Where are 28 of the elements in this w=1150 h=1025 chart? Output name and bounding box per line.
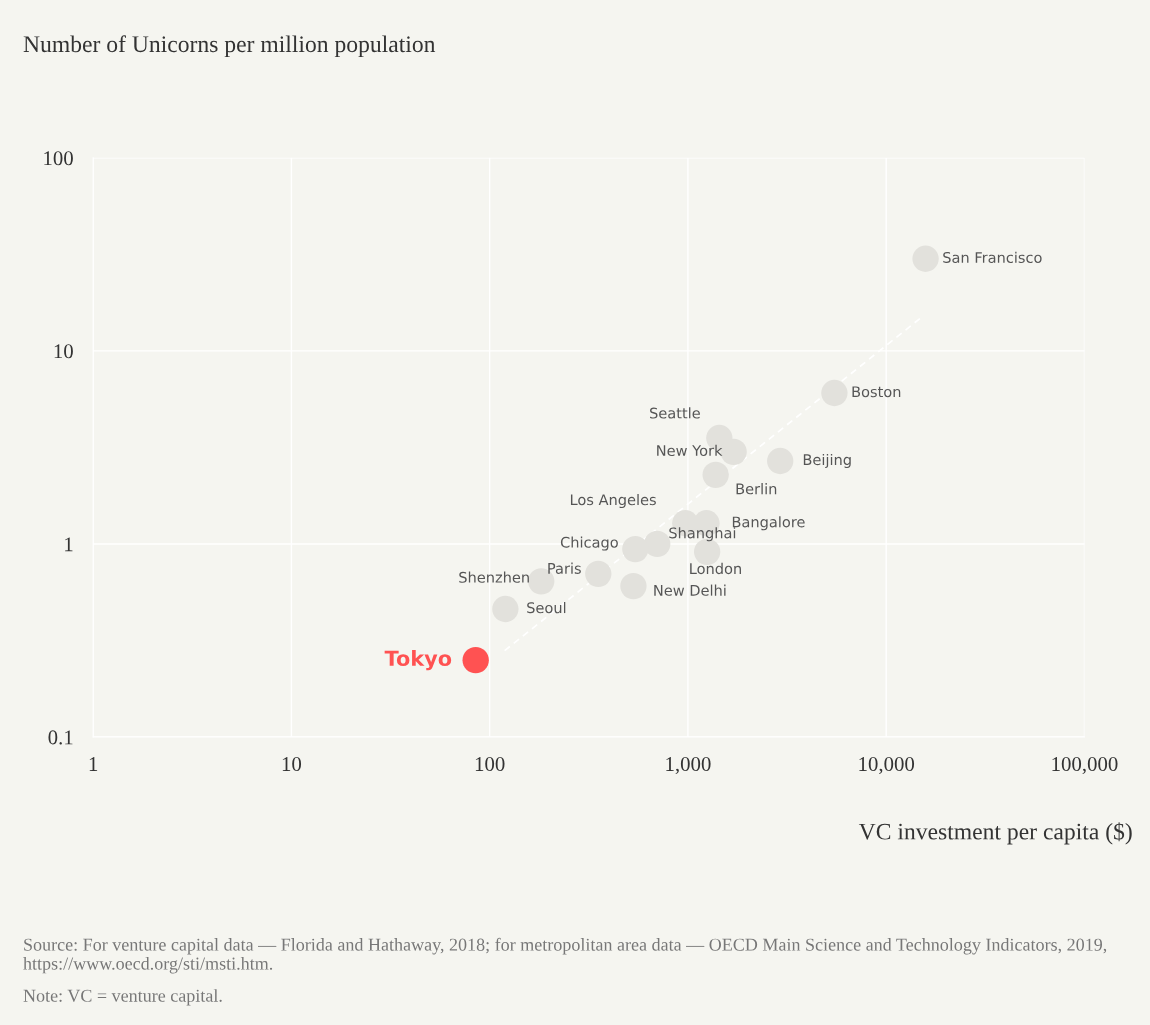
series-label: Los Angeles — [570, 493, 656, 509]
series-label: Chicago — [560, 536, 618, 551]
series-label: London — [690, 562, 741, 575]
x-tick-label: 10,000 — [859, 757, 915, 775]
y-axis-title: Number of Unicorns per million population — [23, 35, 436, 57]
x-tick-label: 1,000 — [666, 757, 711, 775]
series-label: Berlin — [736, 483, 777, 495]
series-label: Seattle — [650, 407, 700, 419]
series-label: New Delhi — [654, 584, 726, 596]
series-label: Tokyo — [384, 649, 452, 671]
x-tick-label: 100 — [475, 757, 505, 772]
series-label: New York — [657, 444, 723, 457]
y-tick-label: 100 — [44, 151, 73, 166]
y-tick-label: 0.1 — [48, 730, 73, 745]
series-label: Boston — [852, 386, 901, 398]
series-label: Seoul — [527, 601, 566, 614]
x-tick-label: 1 — [89, 757, 98, 771]
series-label: Beijing — [803, 453, 851, 469]
source-note: Source: For venture capital data — Florida and Hathaway, 2018; for metropolitan area data — OECD Main Science and Technology Indicators, 2019, https://www.oecd.org/sti/msti.htm. — [23, 937, 1107, 974]
y-tick-label: 10 — [54, 344, 73, 359]
x-tick-label: 10 — [282, 757, 302, 772]
series-label: Shenzhen — [459, 571, 529, 583]
series-label: Paris — [548, 562, 581, 574]
text: Note: VC = venture capital. — [23, 989, 222, 1006]
x-axis-title: VC investment per capita ($) — [858, 822, 1132, 845]
series-label: San Francisco — [943, 251, 1042, 264]
x-tick-label: 100,000 — [1052, 757, 1118, 775]
y-tick-label: 1 — [65, 537, 73, 552]
